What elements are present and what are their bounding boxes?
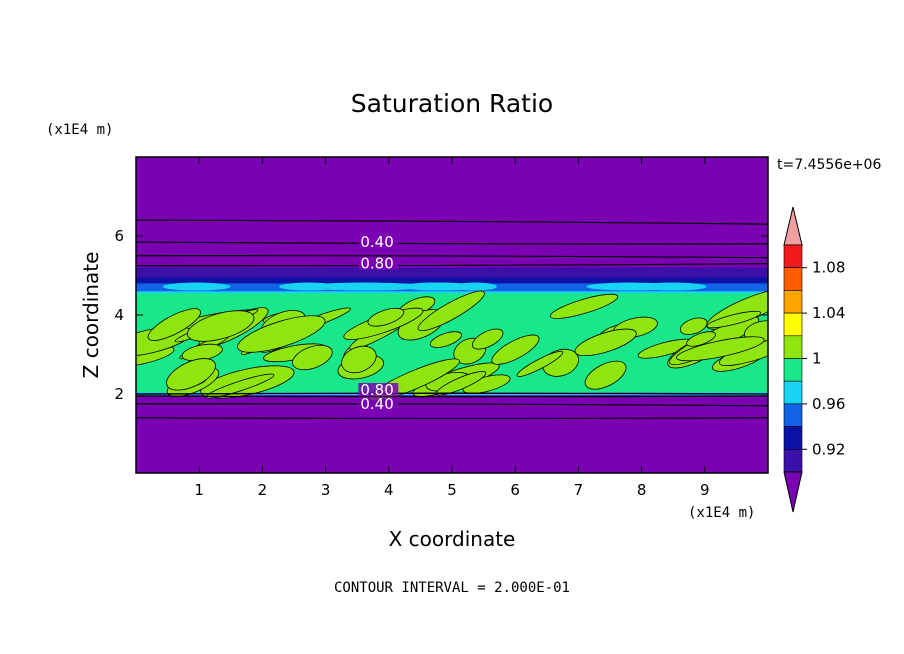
time-label: t=7.4556e+06 — [777, 157, 881, 173]
colorbar-segment — [783, 290, 803, 314]
patch-1.00 — [187, 310, 255, 342]
x-axis-ticks: 1 2 3 4 5 6 7 8 9 — [194, 157, 710, 499]
colorbar-segment — [783, 403, 803, 427]
contour-label-bg — [358, 383, 399, 397]
x-tick-label: 6 — [510, 481, 520, 499]
contour-interval-note: CONTOUR INTERVAL = 2.000E-01 — [334, 580, 570, 596]
contour-line — [136, 395, 768, 398]
contour-label-group: 0.80 — [358, 381, 399, 399]
colorbar-segment — [783, 358, 803, 382]
x-units-label: (x1E4 m) — [688, 505, 755, 521]
y-tick-label: 4 — [114, 306, 124, 324]
contour-line — [136, 263, 768, 267]
x-tick-label: 7 — [574, 481, 584, 499]
contour-label-bg — [358, 234, 399, 248]
patch-1.00 — [417, 290, 485, 332]
colorbar-arrow-bottom — [783, 471, 803, 513]
contour-line — [136, 255, 768, 259]
patch-1.00 — [237, 315, 326, 353]
x-tick-label: 9 — [700, 481, 710, 499]
contour-label-bg — [358, 256, 399, 270]
patch-1.00 — [429, 331, 462, 348]
colorbar-segment — [783, 335, 803, 359]
x-tick-label: 3 — [321, 481, 331, 499]
patch-1.00 — [686, 331, 716, 347]
saturation-field: 0.400.800.800.40 — [136, 157, 768, 473]
colorbar-label: 1.08 — [812, 259, 845, 277]
contour-label: 0.80 — [360, 381, 393, 399]
x-tick-label: 2 — [258, 481, 268, 499]
contour-label-group: 0.40 — [358, 395, 399, 413]
colorbar-segment — [783, 244, 803, 269]
y-axis-label: Z coordinate — [79, 252, 103, 379]
chart-title: Saturation Ratio — [351, 89, 553, 118]
colorbar-arrow-top — [783, 206, 803, 246]
x-tick-label: 5 — [447, 481, 457, 499]
patch-1.00 — [341, 345, 377, 374]
x-axis-label: X coordinate — [389, 527, 516, 551]
colorbar-segment — [783, 312, 803, 337]
patch-1.00 — [462, 374, 511, 394]
contour-line — [136, 241, 768, 245]
streak-0.96 — [305, 282, 424, 291]
colorbar-label: 1 — [812, 350, 822, 368]
colorbar: 1.08 1.04 1 0.96 0.92 — [783, 206, 845, 513]
contour-line — [136, 417, 768, 420]
colorbar-segment — [783, 426, 803, 450]
x-tick-label: 1 — [194, 481, 204, 499]
colorbar-label: 1.04 — [812, 304, 845, 322]
streak-0.96 — [409, 282, 475, 291]
contour-line — [136, 219, 768, 225]
patch-1.00 — [574, 328, 637, 357]
patch-1.00 — [549, 293, 619, 319]
contour-line — [136, 403, 768, 407]
patch-1.00 — [679, 317, 708, 335]
contour-label: 0.80 — [360, 255, 393, 273]
patch-1.00 — [367, 307, 405, 327]
patch-1.00 — [292, 344, 333, 371]
y-tick-label: 6 — [114, 227, 124, 245]
patch-1.00 — [706, 310, 762, 329]
y-axis-ticks: 2 4 6 — [114, 227, 768, 403]
contour-label-bg — [358, 396, 399, 410]
patch-1.00 — [205, 373, 275, 399]
colorbar-segment — [783, 380, 803, 405]
y-units-label: (x1E4 m) — [46, 122, 113, 138]
patch-1.00 — [516, 350, 564, 377]
patch-1.00 — [166, 358, 216, 391]
contour-line — [136, 392, 768, 395]
colorbar-segment — [783, 448, 803, 473]
colorbar-segment — [783, 267, 803, 291]
y-tick-label: 2 — [114, 385, 124, 403]
contour-label-group: 0.80 — [358, 255, 399, 273]
streak-0.96 — [162, 282, 231, 291]
patch-1.00 — [147, 308, 201, 341]
colorbar-label: 0.92 — [812, 440, 845, 458]
x-tick-label: 4 — [384, 481, 394, 499]
contour-label: 0.40 — [360, 233, 393, 251]
patch-1.00 — [584, 360, 627, 390]
x-tick-label: 8 — [637, 481, 647, 499]
contour-label: 0.40 — [360, 395, 393, 413]
colorbar-label: 0.96 — [812, 395, 845, 413]
contour-label-group: 0.40 — [358, 233, 399, 251]
patch-1.00 — [675, 336, 765, 362]
patch-1.00 — [471, 328, 504, 350]
streak-0.96 — [586, 282, 676, 291]
patch-1.00 — [491, 334, 540, 365]
